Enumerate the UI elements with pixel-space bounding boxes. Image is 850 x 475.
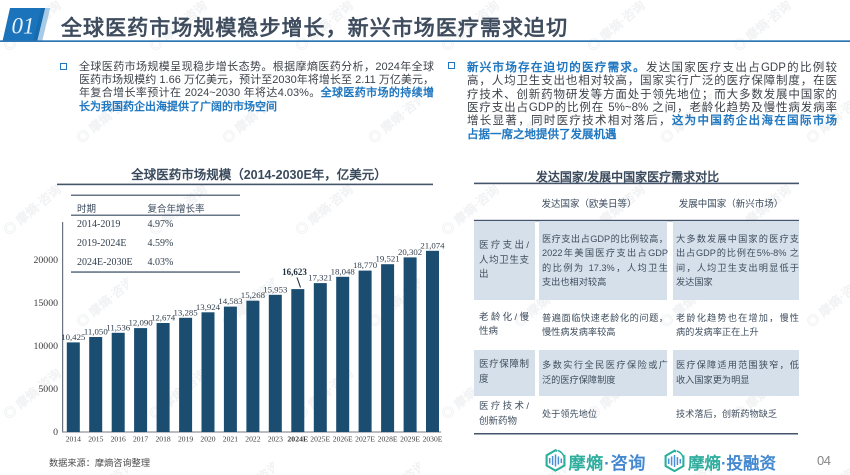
svg-text:20,302: 20,302: [398, 247, 422, 257]
svg-text:2029E: 2029E: [400, 435, 420, 444]
svg-text:18,770: 18,770: [353, 260, 378, 270]
svg-text:2019: 2019: [178, 435, 193, 444]
svg-text:15,953: 15,953: [263, 284, 288, 294]
svg-text:2030E: 2030E: [423, 435, 443, 444]
svg-text:2020: 2020: [200, 435, 215, 444]
svg-text:2025E: 2025E: [310, 435, 330, 444]
svg-text:2027E: 2027E: [355, 435, 375, 444]
svg-text:2016: 2016: [111, 435, 126, 444]
svg-text:2014: 2014: [66, 435, 81, 444]
svg-text:2022: 2022: [245, 435, 260, 444]
svg-text:2024E: 2024E: [287, 435, 308, 444]
svg-text:2017: 2017: [133, 435, 148, 444]
svg-text:01: 01: [12, 14, 35, 39]
svg-text:15,268: 15,268: [241, 290, 266, 300]
svg-text:11,050: 11,050: [84, 327, 108, 337]
svg-text:11,536: 11,536: [106, 322, 130, 332]
svg-text:21,074: 21,074: [420, 240, 445, 250]
svg-text:10,425: 10,425: [61, 332, 86, 342]
svg-text:5000: 5000: [38, 384, 58, 395]
svg-text:14,583: 14,583: [218, 296, 243, 306]
svg-text:2026E: 2026E: [333, 435, 353, 444]
svg-text:2023: 2023: [268, 435, 283, 444]
svg-text:13,285: 13,285: [173, 307, 198, 317]
svg-text:13,924: 13,924: [196, 302, 221, 312]
svg-text:2018: 2018: [156, 435, 171, 444]
svg-text:17,321: 17,321: [308, 273, 332, 283]
svg-text:0: 0: [53, 427, 58, 438]
svg-text:18,048: 18,048: [331, 266, 356, 276]
svg-text:16,623: 16,623: [282, 267, 307, 277]
svg-text:20000: 20000: [34, 255, 59, 266]
svg-text:15000: 15000: [34, 298, 59, 309]
svg-text:12,674: 12,674: [151, 313, 176, 323]
svg-text:10000: 10000: [34, 341, 59, 352]
svg-text:12,090: 12,090: [128, 318, 153, 328]
svg-text:2021: 2021: [223, 435, 238, 444]
svg-text:2015: 2015: [88, 435, 103, 444]
svg-text:2028E: 2028E: [378, 435, 398, 444]
svg-text:19,521: 19,521: [375, 254, 399, 264]
